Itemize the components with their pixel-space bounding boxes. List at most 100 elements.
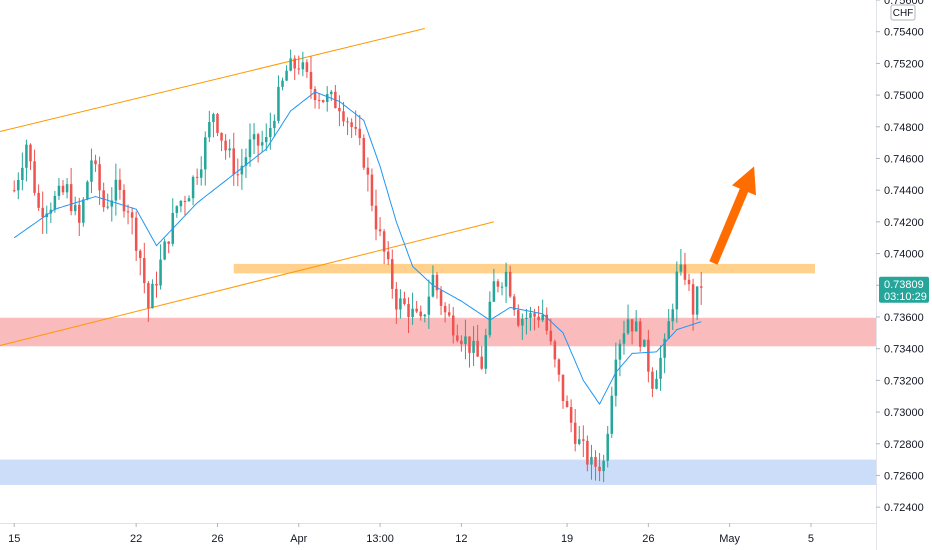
- candle-body: [671, 309, 675, 322]
- candle-body: [529, 313, 532, 318]
- candle-body: [614, 359, 618, 396]
- candle-body: [675, 271, 679, 310]
- candle-body: [480, 356, 483, 369]
- candle-body: [264, 137, 268, 143]
- price-tick-label: 0.72800: [884, 439, 924, 451]
- candle-body: [399, 298, 402, 310]
- candle-body: [451, 315, 455, 336]
- price-tick-label: 0.75200: [884, 58, 924, 70]
- moving-average-line: [13, 91, 702, 406]
- candle-body: [386, 251, 390, 260]
- candle-body: [679, 264, 683, 272]
- candle-body: [244, 157, 248, 166]
- price-tick-label: 0.74600: [884, 153, 924, 165]
- candle-body: [305, 62, 309, 72]
- candle-body: [691, 284, 695, 315]
- candle-body: [435, 274, 439, 291]
- candle-body: [358, 128, 362, 139]
- price-tick-label: 0.74800: [884, 122, 924, 134]
- candle-body: [659, 357, 662, 379]
- candle-body: [325, 94, 329, 103]
- time-tick-label: 26: [642, 533, 654, 545]
- candle-body: [427, 296, 431, 315]
- candle-body: [110, 200, 114, 207]
- price-tick-label: 0.73200: [884, 375, 924, 387]
- candle-body: [354, 126, 357, 129]
- candle-body: [610, 395, 614, 434]
- candle-body: [553, 341, 557, 360]
- candle-body: [297, 68, 301, 70]
- candle-body: [126, 211, 130, 213]
- candle-body: [634, 321, 638, 332]
- time-axis[interactable]: 15 22 26 Apr 13:00 12 19 26 May 5: [8, 523, 814, 545]
- time-tick-label: 22: [130, 533, 142, 545]
- candle-body: [212, 114, 215, 122]
- candle-body: [533, 313, 536, 317]
- price-axis[interactable]: 0.75600 0.75400 0.75200 0.75000 0.74800 0.746…: [876, 0, 924, 514]
- time-tick-label: May: [719, 533, 740, 545]
- candle-body: [90, 160, 93, 182]
- candle-body: [183, 201, 187, 203]
- time-tick-label: Apr: [290, 533, 307, 545]
- candle-body: [285, 70, 288, 81]
- last-price-value: 0.73809: [884, 279, 924, 291]
- price-tick-label: 0.75400: [884, 27, 924, 39]
- price-tick-label: 0.74400: [884, 185, 924, 197]
- candle-body: [464, 336, 467, 345]
- candle-body: [549, 330, 553, 342]
- price-tick-label: 0.72400: [884, 502, 924, 514]
- candle-body: [683, 264, 687, 280]
- time-tick-label: 19: [561, 533, 573, 545]
- price-tick-label: 0.72600: [884, 470, 924, 482]
- candle-body: [537, 316, 540, 321]
- candle-body: [195, 176, 199, 178]
- candle-body: [248, 139, 252, 158]
- time-tick-label: 15: [8, 533, 20, 545]
- candle-body: [21, 167, 24, 181]
- candle-body: [269, 128, 272, 138]
- candle-body: [569, 407, 573, 423]
- candle-body: [78, 204, 81, 223]
- candle-body: [374, 205, 378, 230]
- candle-body: [391, 259, 394, 289]
- candle-body: [293, 58, 296, 69]
- candle-body: [488, 301, 492, 336]
- currency-label: CHF: [893, 8, 914, 19]
- up-arrow-icon: [709, 166, 756, 265]
- candle-body: [175, 206, 179, 213]
- support-blue-zone: [0, 459, 876, 485]
- candle-body: [382, 231, 386, 252]
- candle-body: [573, 422, 577, 444]
- resistance-zone: [233, 263, 816, 274]
- candle-body: [208, 121, 211, 138]
- candle-body: [86, 181, 89, 200]
- currency-label-box[interactable]: CHF: [890, 4, 916, 21]
- candle-body: [65, 184, 69, 193]
- candle-body: [25, 144, 28, 168]
- candle-body: [338, 107, 341, 112]
- candle-body: [651, 371, 654, 389]
- price-tick-label: 0.74200: [884, 217, 924, 229]
- candle-body: [134, 217, 138, 251]
- candle-body: [240, 165, 244, 175]
- candle-body: [94, 160, 97, 165]
- price-tick-label: 0.73000: [884, 407, 924, 419]
- candle-body: [53, 195, 57, 210]
- candle-body: [598, 466, 601, 472]
- channel-upper: [0, 28, 425, 133]
- candle-body: [508, 271, 512, 297]
- candle-body: [228, 148, 231, 151]
- candle-body: [106, 206, 109, 208]
- candle-body: [443, 305, 447, 313]
- candle-body: [159, 259, 162, 286]
- candle-body: [602, 460, 605, 472]
- candle-body: [204, 137, 207, 170]
- trendlines-layer: [0, 28, 495, 346]
- candle-body: [151, 283, 154, 309]
- candle-body: [667, 321, 670, 339]
- candle-body: [232, 148, 235, 175]
- price-tick-label: 0.75600: [884, 0, 924, 7]
- candle-body: [643, 339, 646, 347]
- candle-body: [525, 317, 528, 319]
